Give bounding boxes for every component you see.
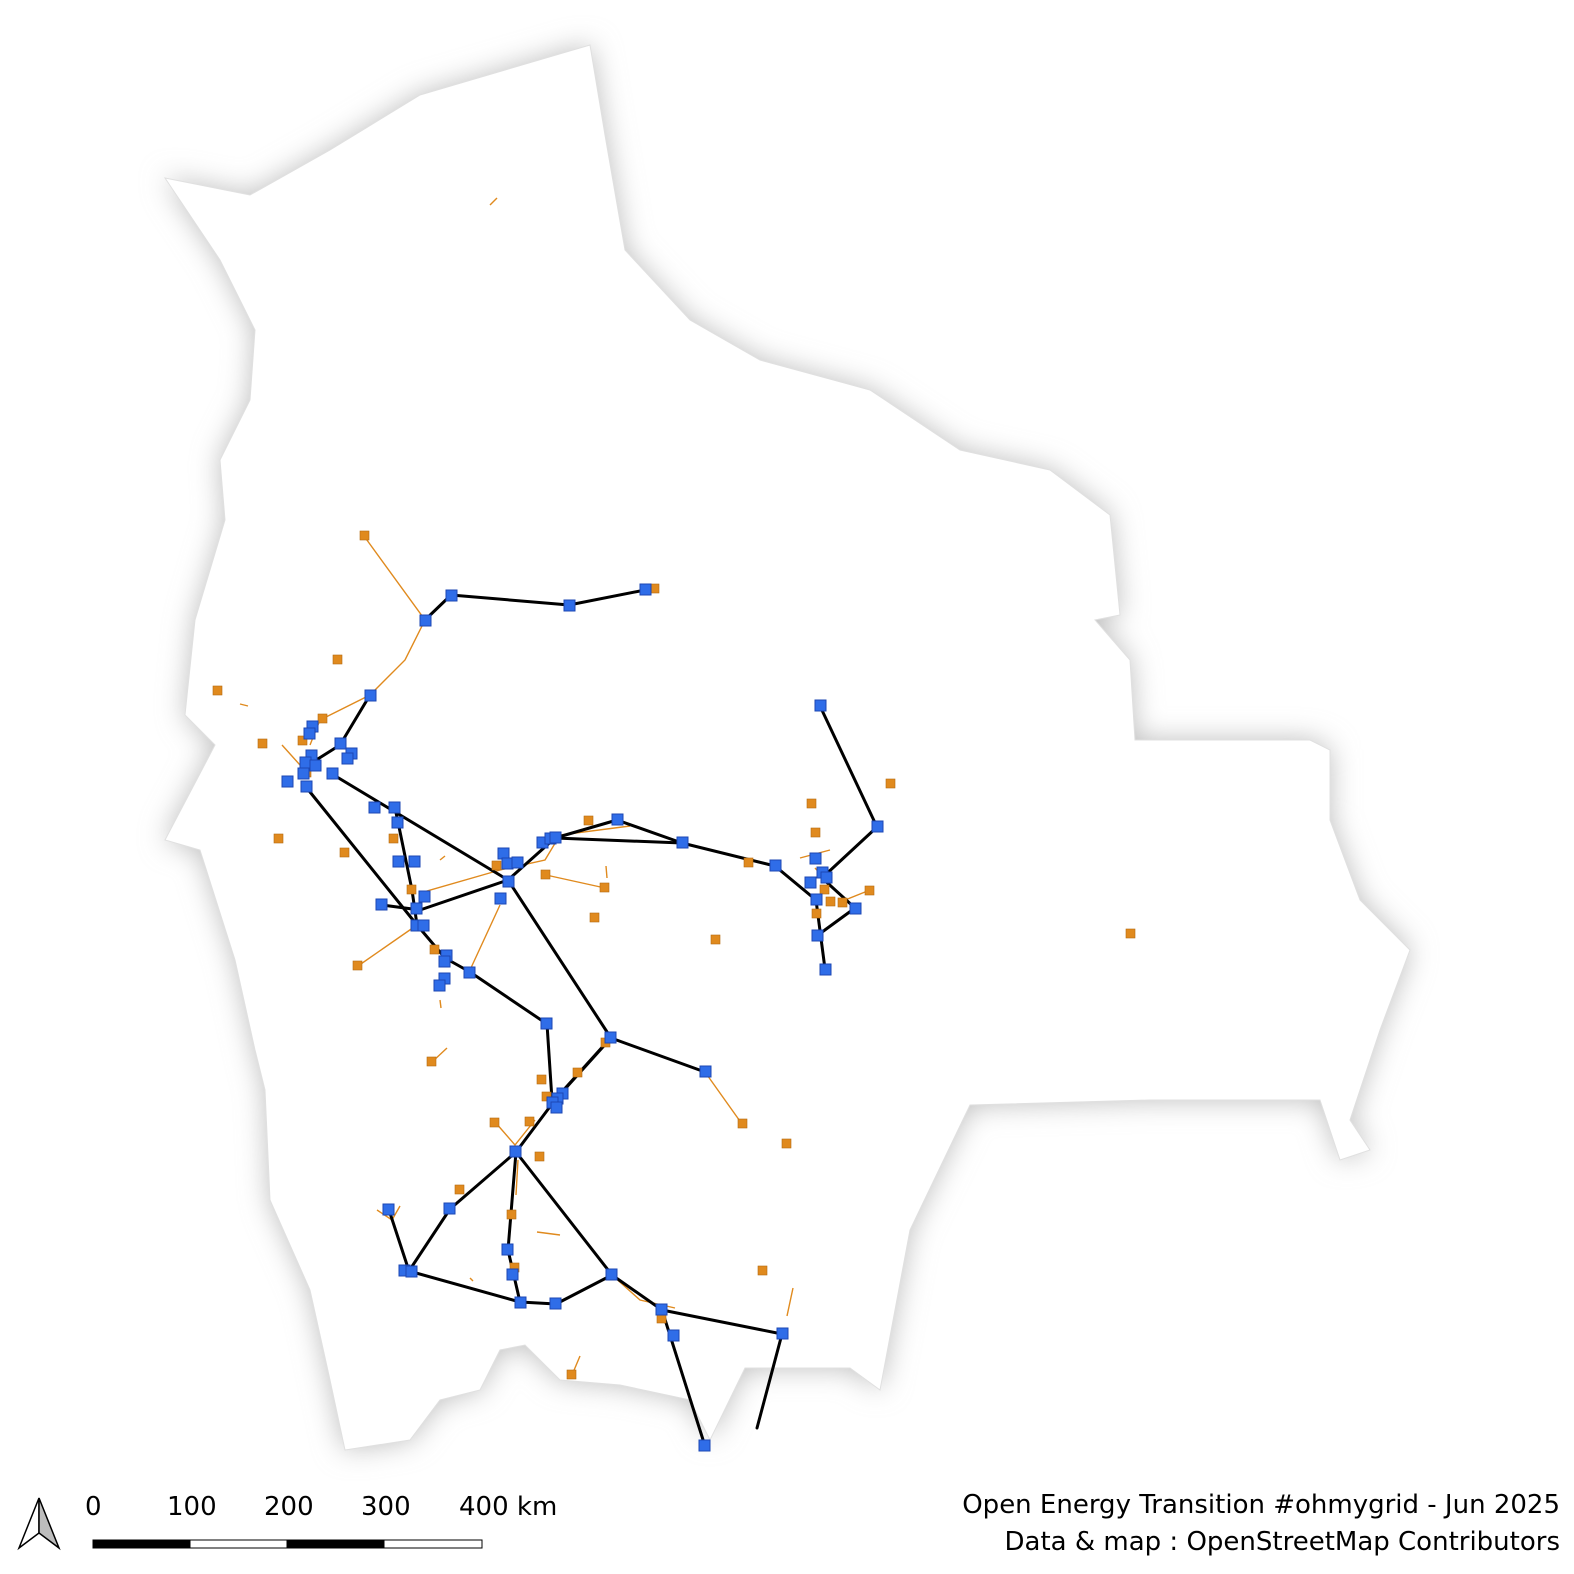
scale-label-100: 100 bbox=[167, 1492, 217, 1522]
north-arrow-icon bbox=[17, 1497, 61, 1551]
scale-label-400-km: 400 km bbox=[459, 1492, 558, 1522]
scale-bar bbox=[92, 1539, 483, 1549]
scale-label-0: 0 bbox=[85, 1492, 102, 1522]
credit-line-1: Open Energy Transition #ohmygrid - Jun 2… bbox=[962, 1490, 1560, 1520]
scale-label-300: 300 bbox=[361, 1492, 411, 1522]
country-outline bbox=[163, 44, 1411, 1451]
high-voltage-substations bbox=[281, 583, 884, 1452]
scale-label-200: 200 bbox=[264, 1492, 314, 1522]
credit-line-2: Data & map : OpenStreetMap Contributors bbox=[1004, 1527, 1560, 1557]
